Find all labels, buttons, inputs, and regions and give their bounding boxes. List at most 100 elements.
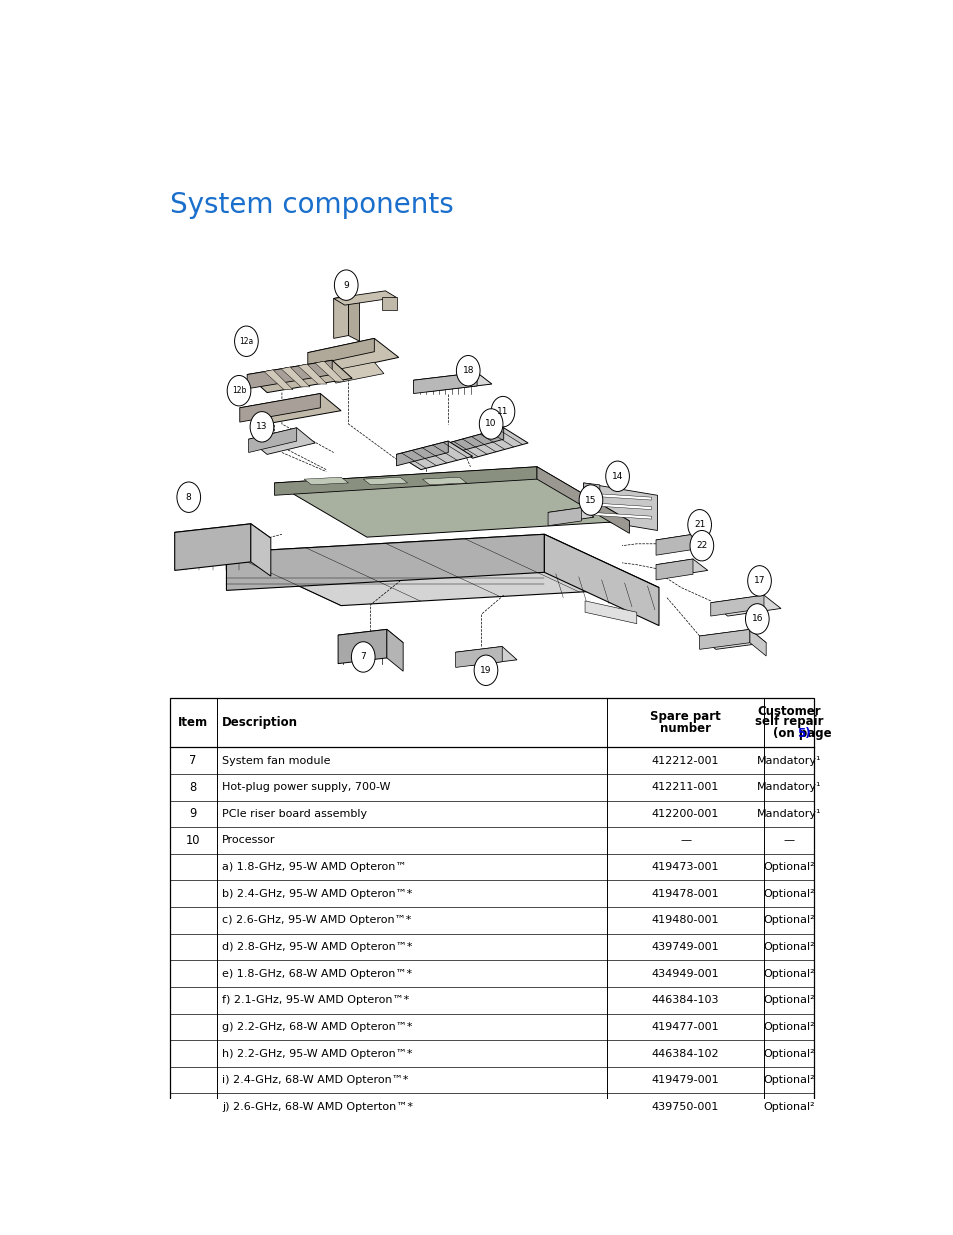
Polygon shape	[656, 559, 707, 576]
Polygon shape	[656, 535, 692, 556]
Circle shape	[744, 604, 768, 634]
Text: 419473-001: 419473-001	[651, 862, 719, 872]
Text: 22: 22	[696, 541, 707, 551]
Polygon shape	[592, 513, 651, 519]
Circle shape	[474, 655, 497, 685]
Polygon shape	[448, 427, 528, 458]
Text: System components: System components	[170, 191, 453, 219]
Text: 5): 5)	[797, 726, 810, 740]
Text: 434949-001: 434949-001	[651, 968, 719, 978]
Text: Item: Item	[178, 716, 208, 729]
Text: Mandatory¹: Mandatory¹	[756, 809, 821, 819]
Text: Optional²: Optional²	[762, 995, 814, 1005]
Text: 13: 13	[256, 422, 268, 431]
Polygon shape	[413, 373, 476, 394]
Polygon shape	[247, 361, 332, 389]
Polygon shape	[274, 467, 629, 537]
Circle shape	[234, 326, 258, 357]
Text: —: —	[679, 836, 690, 846]
Text: Optional²: Optional²	[762, 1021, 814, 1032]
Polygon shape	[699, 630, 765, 650]
Polygon shape	[456, 646, 501, 667]
Polygon shape	[544, 535, 659, 626]
Polygon shape	[334, 291, 396, 305]
Text: 439750-001: 439750-001	[651, 1102, 719, 1112]
Text: Description: Description	[222, 716, 297, 729]
Text: 8: 8	[186, 493, 192, 501]
Polygon shape	[247, 361, 352, 393]
Polygon shape	[251, 524, 271, 576]
Text: 419477-001: 419477-001	[651, 1021, 719, 1032]
Polygon shape	[448, 427, 503, 454]
Text: d) 2.8-GHz, 95-W AMD Opteron™*: d) 2.8-GHz, 95-W AMD Opteron™*	[222, 942, 412, 952]
Polygon shape	[422, 477, 466, 485]
Polygon shape	[337, 630, 387, 663]
Text: 18: 18	[462, 367, 474, 375]
Polygon shape	[239, 394, 341, 425]
Text: 16: 16	[751, 615, 762, 624]
Text: PCIe riser board assembly: PCIe riser board assembly	[222, 809, 367, 819]
Text: 412200-001: 412200-001	[651, 809, 719, 819]
Text: Optional²: Optional²	[762, 862, 814, 872]
Text: 419480-001: 419480-001	[651, 915, 719, 925]
Text: Spare part: Spare part	[650, 710, 720, 724]
Polygon shape	[348, 295, 359, 341]
Polygon shape	[656, 535, 707, 551]
Text: c) 2.6-GHz, 95-W AMD Opteron™*: c) 2.6-GHz, 95-W AMD Opteron™*	[222, 915, 411, 925]
Polygon shape	[249, 427, 296, 452]
Text: 10: 10	[485, 420, 497, 429]
Polygon shape	[583, 483, 599, 519]
Text: Optional²: Optional²	[762, 1049, 814, 1058]
Text: Optional²: Optional²	[762, 915, 814, 925]
Circle shape	[335, 270, 357, 300]
Polygon shape	[387, 630, 403, 672]
Circle shape	[689, 531, 713, 561]
Text: Optional²: Optional²	[762, 968, 814, 978]
Polygon shape	[314, 361, 344, 382]
Polygon shape	[326, 362, 383, 383]
Bar	[170, 698, 813, 1120]
Text: b) 2.4-GHz, 95-W AMD Opteron™*: b) 2.4-GHz, 95-W AMD Opteron™*	[222, 889, 412, 899]
Text: 419478-001: 419478-001	[651, 889, 719, 899]
Polygon shape	[547, 508, 594, 522]
Text: 14: 14	[611, 472, 622, 480]
Polygon shape	[583, 483, 657, 531]
Polygon shape	[298, 364, 327, 384]
Polygon shape	[363, 477, 407, 485]
Text: —: —	[782, 836, 794, 846]
Polygon shape	[749, 630, 765, 656]
Circle shape	[747, 566, 771, 597]
Text: i) 2.4-GHz, 68-W AMD Opteron™*: i) 2.4-GHz, 68-W AMD Opteron™*	[222, 1076, 408, 1086]
Circle shape	[227, 375, 251, 406]
Polygon shape	[547, 508, 580, 526]
Text: f) 2.1-GHz, 95-W AMD Opteron™*: f) 2.1-GHz, 95-W AMD Opteron™*	[222, 995, 409, 1005]
Text: g) 2.2-GHz, 68-W AMD Opteron™*: g) 2.2-GHz, 68-W AMD Opteron™*	[222, 1021, 412, 1032]
Polygon shape	[396, 441, 472, 469]
Text: 419479-001: 419479-001	[651, 1076, 719, 1086]
Text: 19: 19	[479, 666, 491, 674]
Polygon shape	[396, 441, 448, 466]
Polygon shape	[592, 503, 651, 510]
Polygon shape	[381, 298, 396, 310]
Text: 7: 7	[190, 755, 196, 767]
Text: 9: 9	[343, 280, 349, 290]
Circle shape	[491, 396, 515, 427]
Polygon shape	[584, 601, 637, 624]
Polygon shape	[174, 524, 271, 547]
Polygon shape	[226, 535, 544, 590]
Text: 446384-102: 446384-102	[651, 1049, 719, 1058]
Text: 412211-001: 412211-001	[651, 782, 719, 792]
Circle shape	[605, 461, 629, 492]
Text: 9: 9	[190, 808, 196, 820]
Polygon shape	[710, 595, 781, 616]
Polygon shape	[274, 467, 537, 495]
Polygon shape	[308, 338, 398, 372]
Text: Mandatory¹: Mandatory¹	[756, 756, 821, 766]
Text: Optional²: Optional²	[762, 1076, 814, 1086]
Text: 15: 15	[584, 495, 596, 505]
Text: 12a: 12a	[239, 337, 253, 346]
Text: a) 1.8-GHz, 95-W AMD Opteron™: a) 1.8-GHz, 95-W AMD Opteron™	[222, 862, 406, 872]
Circle shape	[351, 642, 375, 672]
Text: j) 2.6-GHz, 68-W AMD Opterton™*: j) 2.6-GHz, 68-W AMD Opterton™*	[222, 1102, 413, 1112]
Text: 11: 11	[497, 408, 508, 416]
